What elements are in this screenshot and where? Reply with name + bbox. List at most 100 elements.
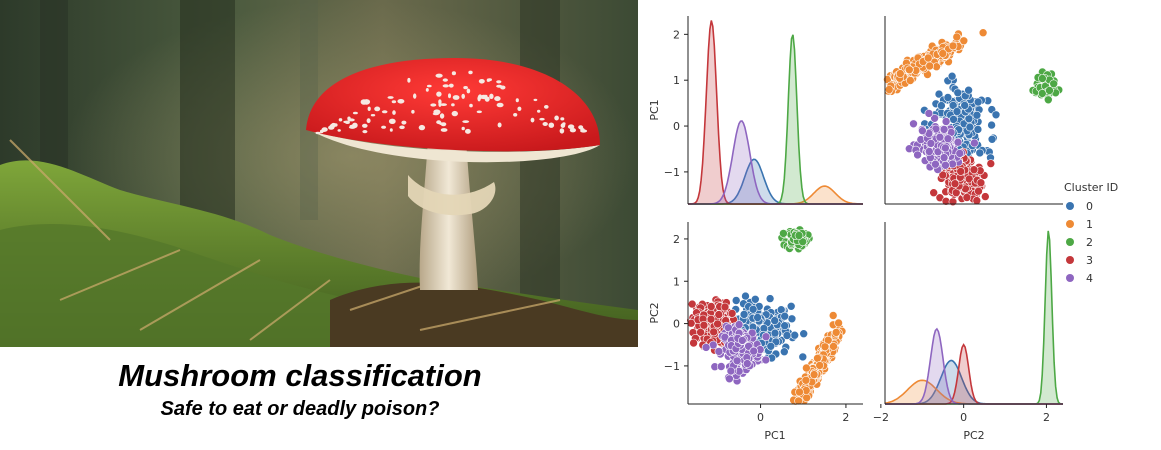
scatter-point-1	[801, 375, 811, 385]
scatter-point-0	[787, 314, 797, 324]
scatter-point-4	[939, 153, 949, 162]
cap-wart	[413, 93, 417, 99]
scatter-point-4	[738, 336, 747, 345]
legend-marker-0	[1066, 202, 1074, 210]
scatter-point-3	[962, 193, 972, 202]
cap-wart	[426, 84, 432, 88]
scatter-point-3	[714, 310, 724, 319]
scatter-point-1	[802, 363, 811, 373]
scatter-point-3	[696, 327, 705, 337]
pairplot-chart: 2 1 0 −1 PC1 2 1 0 −1 0 2 PC2 PC1 −2 0 2 PC2 Clus…	[648, 16, 1118, 442]
scatter-point-0	[731, 296, 741, 305]
scatter-point-4	[716, 362, 726, 371]
scatter-point-2	[1049, 79, 1059, 89]
cap-wart	[448, 93, 451, 99]
scatter-point-4	[955, 149, 965, 158]
legend-marker-2	[1066, 238, 1074, 246]
cap-wart	[542, 122, 548, 126]
scatter-point-1	[834, 318, 843, 328]
scatter-point-0	[949, 115, 958, 124]
cap-wart	[489, 93, 494, 100]
scatter-point-1	[884, 85, 894, 94]
cap-wart	[496, 84, 503, 88]
scatter-point-0	[776, 305, 786, 315]
cap-wart	[513, 113, 518, 117]
cap-wart	[451, 71, 456, 76]
cap-wart	[401, 120, 407, 125]
scatter-point-4	[941, 161, 950, 170]
legend-label-0: 0	[1086, 200, 1093, 213]
scatter-point-0	[960, 101, 970, 110]
cap-wart	[389, 128, 393, 132]
cap-wart	[347, 116, 351, 121]
scatter-point-3	[727, 309, 737, 318]
scatter-point-0	[798, 352, 808, 362]
scatter-point-2	[1045, 86, 1054, 95]
scatter-point-3	[689, 338, 698, 348]
scatter-point-0	[952, 107, 962, 116]
scatter-point-3	[969, 165, 979, 174]
panel-top-right	[883, 16, 1064, 207]
scatter-point-1	[820, 342, 830, 352]
scatter-point-3	[986, 159, 996, 168]
scatter-point-0	[947, 71, 957, 81]
scatter-point-3	[713, 319, 722, 329]
scatter-point-1	[802, 393, 811, 403]
scatter-point-0	[953, 88, 963, 98]
scatter-point-1	[959, 36, 969, 46]
scatter-point-3	[709, 327, 718, 337]
cap-wart	[548, 122, 555, 128]
scatter-point-3	[699, 320, 709, 330]
scatter-point-0	[937, 101, 946, 110]
scatter-point-0	[799, 329, 808, 339]
scatter-point-4	[939, 125, 949, 134]
cap-wart	[407, 77, 411, 83]
scatter-point-2	[779, 229, 788, 238]
cap-wart	[537, 109, 541, 113]
scatter-point-0	[770, 316, 779, 325]
scatter-point-0	[973, 125, 983, 134]
cap-wart	[392, 110, 396, 115]
mushroom-photo	[0, 0, 638, 347]
cap-wart	[370, 114, 376, 117]
scatter-point-0	[782, 331, 792, 340]
cap-wart	[544, 105, 549, 109]
cap-wart	[466, 88, 471, 94]
cap-wart	[337, 129, 341, 132]
scatter-point-4	[913, 150, 922, 160]
cap-wart	[560, 123, 566, 128]
scatter-point-1	[952, 32, 962, 42]
scatter-point-3	[948, 197, 958, 207]
scatter-point-2	[1043, 95, 1053, 105]
scatter-point-4	[749, 346, 758, 356]
y-tick-label: 0	[673, 318, 680, 331]
scatter-point-4	[924, 147, 934, 156]
cap-wart	[439, 113, 445, 119]
cap-wart	[440, 103, 447, 106]
cap-wart	[442, 78, 448, 82]
cap-wart	[425, 88, 429, 92]
legend: Cluster ID 0 1 2 3 4	[1064, 181, 1118, 285]
scatter-point-1	[978, 28, 988, 38]
scatter-point-4	[708, 340, 718, 350]
cap-wart	[388, 118, 396, 125]
cap-wart	[352, 111, 358, 115]
cap-wart	[494, 96, 501, 102]
scatter-point-3	[720, 302, 730, 312]
scatter-point-0	[964, 114, 974, 124]
scatter-point-4	[970, 138, 979, 148]
cap-wart	[567, 124, 575, 129]
scatter-point-4	[924, 109, 934, 118]
cap-wart	[381, 125, 387, 129]
cap-wart	[486, 78, 491, 82]
scatter-point-1	[923, 53, 933, 63]
scatter-point-3	[956, 167, 966, 176]
scatter-point-0	[972, 110, 982, 120]
cap-wart	[484, 96, 490, 102]
scatter-point-0	[780, 347, 789, 357]
scatter-point-1	[904, 65, 914, 75]
cap-wart	[438, 102, 442, 107]
cap-wart	[533, 98, 538, 102]
cap-wart	[539, 117, 545, 121]
cap-wart	[448, 83, 454, 88]
